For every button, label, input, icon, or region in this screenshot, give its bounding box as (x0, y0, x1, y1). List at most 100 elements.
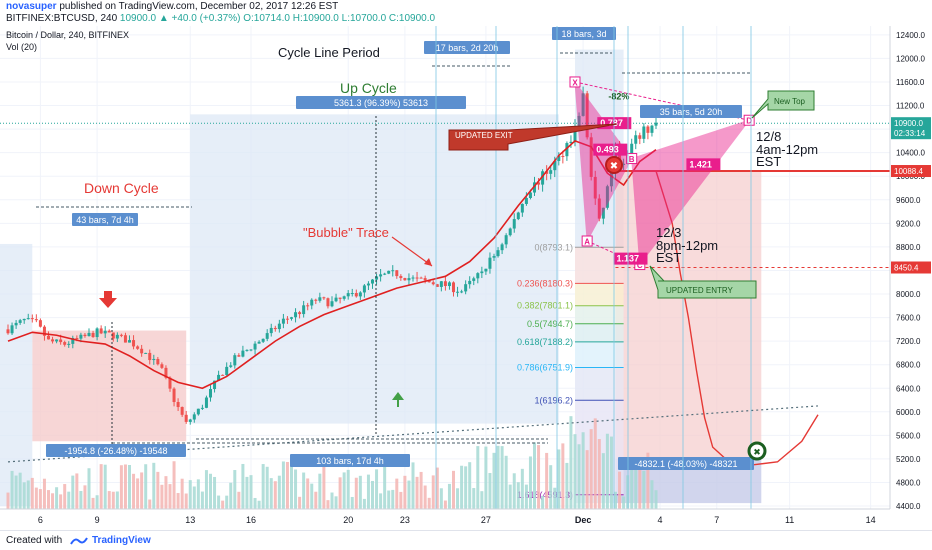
tradingview-brand[interactable]: TradingView (92, 535, 151, 546)
candle-body (281, 318, 285, 324)
candle-body (638, 135, 642, 139)
volume-bar (10, 470, 14, 509)
volume-bar (472, 488, 476, 509)
candle-body (452, 282, 455, 293)
volume-bar (75, 473, 79, 509)
volume-bar (257, 500, 261, 509)
volume-bar (245, 476, 249, 509)
candle-body (524, 197, 528, 204)
candle-body (285, 318, 289, 320)
volume-bar (533, 442, 536, 509)
tz-12-3: EST (656, 250, 681, 265)
candle-body (115, 334, 119, 339)
volume-bar (164, 476, 168, 509)
volume-bar (18, 472, 22, 509)
volume-bar (516, 482, 520, 509)
candle-body (71, 338, 75, 344)
exit-marker: ✖ (605, 156, 623, 174)
bar-countdown: 02:33:14 (894, 129, 926, 138)
price-tick-label: 10400.0 (896, 149, 925, 158)
candle-body (38, 320, 42, 327)
volume-bar (488, 473, 492, 509)
volume-bar (492, 452, 496, 509)
price-tick-label: 11600.0 (896, 78, 925, 87)
candle-body (330, 301, 334, 307)
candle-body (488, 257, 492, 269)
volume-bar (650, 480, 654, 509)
candle-body (132, 340, 136, 347)
candle-body (253, 343, 257, 350)
candle-body (383, 273, 387, 275)
price-chart[interactable]: 0(8793.1) 0.236(8180.3) 0.382(7801.1) 0.5(7… (0, 26, 932, 530)
candle-body (618, 148, 622, 166)
candle-body (95, 328, 99, 338)
candle-body (192, 414, 196, 420)
pattern-point-box (743, 114, 755, 126)
candle-body (362, 285, 366, 293)
bubble-trace-label: "Bubble" Trace (303, 225, 389, 240)
volume-bar (55, 487, 59, 509)
volume-bar (285, 461, 289, 509)
price-tag: 8450.4 (894, 264, 919, 273)
volume-bar (140, 472, 144, 509)
candle-body (496, 250, 500, 257)
candle-body (322, 297, 326, 299)
volume-bar (192, 486, 196, 509)
candle-body (164, 367, 168, 378)
volume-bar (403, 475, 407, 509)
volume-bar (103, 464, 107, 509)
volume-bar (395, 478, 399, 509)
volume-bar (646, 452, 650, 509)
candle-body (350, 293, 354, 295)
volume-bar (508, 484, 512, 509)
price-tag-bg (891, 165, 931, 178)
volume-bar (99, 464, 103, 509)
volume-bar (123, 464, 127, 509)
candle-body (387, 270, 391, 274)
fib-level-label: 0.786(6751.9) (517, 363, 573, 373)
candle-body (520, 203, 524, 213)
volume-bar (541, 495, 545, 509)
candle-body (399, 276, 403, 279)
candle-body (148, 352, 152, 361)
volume-bar (605, 433, 609, 509)
volume-bar (346, 469, 350, 509)
volume-bar (188, 480, 192, 509)
green-up-arrow (392, 392, 404, 407)
candle-body (346, 293, 350, 297)
candle-body (415, 277, 419, 279)
volume-bar (63, 484, 67, 509)
pattern-ratio-label: 0.787 (600, 118, 623, 128)
candle-body (107, 330, 111, 333)
price-tick-label: 7600.0 (896, 314, 921, 323)
volume-bar (638, 467, 642, 509)
candle-body (196, 408, 200, 415)
pattern-ratio-label: -82% (608, 92, 629, 102)
updated-exit-line1: UPDATED EXIT (455, 131, 513, 140)
volume-bar (569, 416, 573, 509)
fib-zone (575, 341, 624, 368)
volume-bar (379, 493, 383, 509)
date-12-8: 12/8 (756, 129, 781, 144)
publisher-name[interactable]: novasuper (6, 1, 57, 12)
candle-body (504, 235, 508, 245)
ratio-label-bg (593, 143, 628, 156)
candle-body (63, 342, 67, 345)
candle-body (99, 328, 103, 334)
measure-label-bg (296, 96, 466, 109)
measure-label-bg (552, 27, 616, 40)
candle-body (160, 364, 164, 368)
price-tick-label: 4800.0 (896, 478, 921, 487)
price-tick-label: 4400.0 (896, 502, 921, 511)
candle-body (500, 244, 504, 251)
volume-bar (302, 472, 306, 509)
svg-text:✖: ✖ (610, 161, 618, 172)
candle-body (634, 135, 638, 144)
candle-body (622, 163, 626, 166)
volume-bar (221, 500, 225, 509)
volume-bar (156, 471, 160, 509)
candle-body (472, 278, 476, 281)
candle-body (42, 326, 46, 336)
volume-bar (87, 468, 91, 509)
svg-text:✖: ✖ (753, 447, 761, 457)
